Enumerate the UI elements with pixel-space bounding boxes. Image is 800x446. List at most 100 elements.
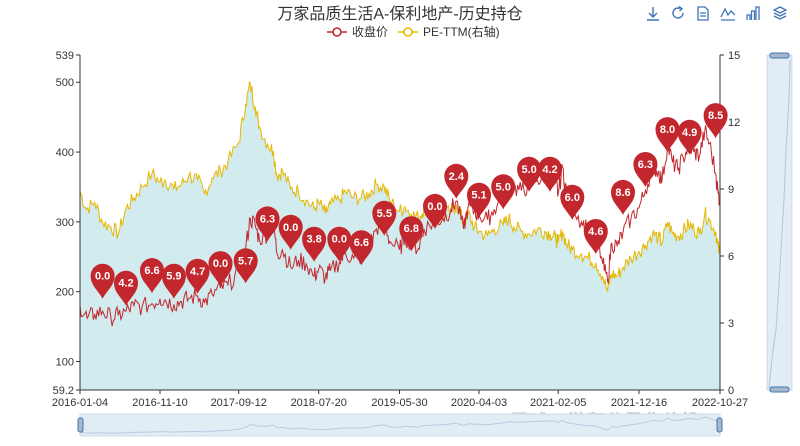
y-left-tick-label: 300	[56, 217, 74, 229]
zoom-handle-right[interactable]	[716, 417, 723, 433]
x-tick-label: 2016-01-04	[52, 397, 108, 409]
marker-label: 3.8	[306, 234, 321, 246]
y-left-tick-label: 100	[56, 357, 74, 369]
marker-pin-shape	[467, 182, 491, 218]
marker-pin-shape	[423, 193, 447, 229]
legend-item-pe[interactable]: PE-TTM(右轴)	[398, 24, 500, 39]
y-right-tick-label: 6	[728, 251, 734, 263]
holding-marker[interactable]: 5.1	[467, 182, 491, 218]
marker-label: 5.7	[238, 255, 253, 267]
zoom-handle-left[interactable]	[77, 417, 84, 433]
x-tick-label: 2017-09-12	[211, 397, 267, 409]
marker-pin-shape	[233, 248, 258, 284]
marker-label: 8.6	[615, 187, 630, 199]
marker-pin-shape	[327, 226, 352, 262]
legend-label-pe: PE-TTM(右轴)	[423, 24, 500, 39]
toolbox	[647, 5, 788, 21]
x-tick-label: 2020-04-03	[451, 397, 507, 409]
holding-marker[interactable]: 5.0	[517, 156, 542, 192]
holding-marker[interactable]: 0.0	[90, 263, 115, 299]
marker-pin-shape	[302, 226, 327, 262]
marker-pin-shape	[703, 103, 728, 139]
y-left-tick-label: 200	[56, 287, 74, 299]
marker-pin-shape	[161, 263, 186, 299]
marker-label: 6.3	[638, 159, 653, 171]
holding-marker[interactable]: 0.0	[278, 214, 303, 250]
refresh-icon[interactable]	[672, 5, 684, 19]
x-tick-label: 2016-11-10	[132, 397, 187, 409]
marker-pin-shape	[677, 119, 702, 155]
marker-pin-shape	[349, 230, 374, 266]
holding-marker[interactable]: 5.5	[372, 200, 397, 236]
zoom-handle-bottom[interactable]	[769, 386, 790, 393]
holding-marker[interactable]: 4.2	[538, 156, 562, 192]
marker-pin-shape	[517, 156, 542, 192]
holding-marker[interactable]: 3.8	[302, 226, 327, 262]
holding-marker[interactable]: 0.0	[327, 226, 352, 262]
marker-pin-shape	[399, 216, 424, 252]
holding-marker[interactable]: 5.7	[233, 248, 258, 284]
x-tick-label: 2018-07-20	[291, 397, 347, 409]
holding-marker[interactable]: 6.3	[633, 152, 658, 187]
marker-pin-shape	[538, 156, 562, 192]
marker-pin-shape	[611, 179, 635, 215]
marker-label: 0.0	[427, 201, 442, 213]
holding-marker[interactable]: 2.4	[444, 163, 469, 199]
marker-label: 4.7	[190, 266, 205, 278]
y-right-tick-label: 12	[728, 117, 740, 129]
x-tick-label: 2022-10-27	[692, 397, 748, 409]
marker-label: 6.6	[354, 237, 369, 249]
marker-label: 4.2	[118, 278, 133, 290]
holding-marker[interactable]: 8.5	[703, 103, 728, 139]
marker-pin-shape	[633, 152, 658, 187]
marker-label: 6.0	[565, 192, 580, 204]
holding-marker[interactable]: 0.0	[208, 251, 233, 287]
marker-label: 6.6	[144, 265, 159, 277]
marker-pin-shape	[278, 214, 303, 250]
y-right-tick-label: 3	[728, 318, 734, 330]
y-left-tick-label: 539	[56, 50, 74, 62]
zoom-handle-top[interactable]	[769, 52, 790, 59]
holding-marker[interactable]: 5.0	[491, 174, 516, 210]
holding-marker[interactable]: 6.8	[399, 216, 424, 252]
marker-pin-shape	[185, 258, 210, 294]
y-right-tick-label: 15	[728, 50, 740, 62]
marker-label: 0.0	[283, 222, 298, 234]
holding-marker[interactable]: 8.6	[611, 179, 635, 215]
marker-pin-shape	[491, 174, 516, 210]
bar-chart-icon[interactable]	[746, 6, 760, 20]
y-left-tick-label: 59.2	[53, 385, 74, 397]
bottom-data-zoom[interactable]	[77, 413, 723, 437]
marker-label: 6.8	[404, 223, 419, 235]
holding-marker[interactable]: 0.0	[423, 193, 447, 229]
holding-marker[interactable]: 4.9	[677, 119, 702, 155]
pe-area	[80, 81, 720, 390]
chart-title: 万家品质生活A-保利地产-历史持仓	[277, 5, 522, 23]
holding-marker[interactable]: 5.9	[161, 263, 186, 299]
marker-label: 5.5	[377, 208, 392, 220]
holding-marker[interactable]: 6.6	[349, 230, 374, 266]
right-data-zoom[interactable]	[766, 52, 793, 393]
legend-item-price[interactable]: 收盘价	[327, 24, 388, 39]
stack-icon[interactable]	[772, 6, 788, 20]
holding-marker[interactable]: 6.6	[140, 258, 164, 294]
holding-marker[interactable]: 6.0	[560, 184, 585, 220]
holding-markers: 0.0 4.2 6.6 5.9 4.7 0.0 5.7 6.3 0.0 3.8 0.0 6.6 5.5 6…	[90, 103, 728, 306]
marker-pin-shape	[208, 251, 233, 287]
holding-marker[interactable]: 4.7	[185, 258, 210, 294]
legend-label-price: 收盘价	[352, 24, 388, 39]
download-icon[interactable]	[647, 7, 659, 21]
line-chart-icon[interactable]	[720, 7, 736, 21]
y-left-tick-label: 400	[56, 147, 74, 159]
holding-marker[interactable]: 6.3	[255, 206, 280, 242]
marker-label: 5.9	[166, 271, 181, 283]
price-line	[79, 125, 721, 327]
marker-pin-shape	[560, 184, 585, 220]
zoom-preview-line	[79, 416, 721, 434]
marker-pin-shape	[655, 117, 680, 153]
holding-marker[interactable]: 4.2	[114, 270, 138, 306]
marker-pin-shape	[583, 219, 608, 254]
holding-marker[interactable]: 4.6	[583, 219, 608, 254]
holding-marker[interactable]: 8.0	[655, 117, 680, 153]
data-view-icon[interactable]	[697, 6, 709, 21]
